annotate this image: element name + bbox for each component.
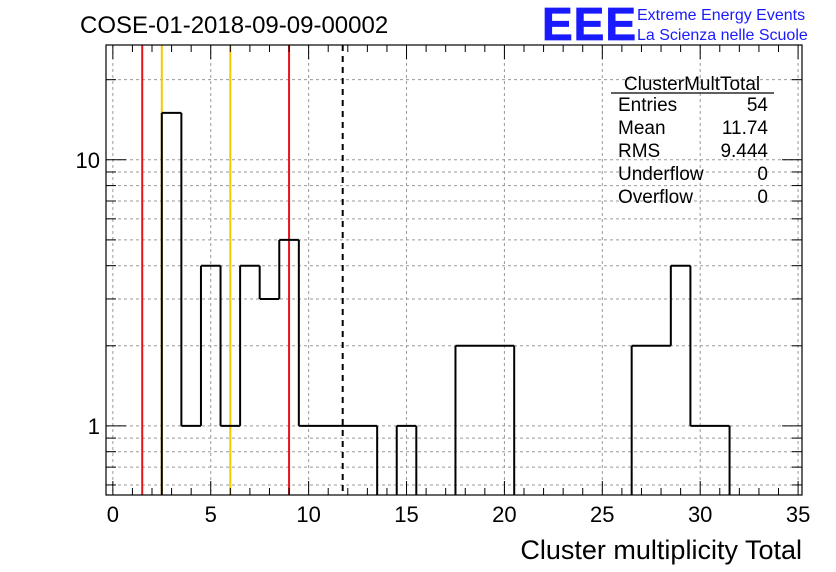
x-tick-label: 10 (296, 502, 320, 527)
stats-label-entries: Entries (618, 95, 677, 116)
stats-box: ClusterMultTotal Entries 54 Mean 11.74 R… (611, 74, 774, 208)
logo-line1: Extreme Energy Events (637, 7, 805, 24)
chart-title: COSE-01-2018-09-09-00002 (80, 12, 388, 39)
x-tick-label: 15 (394, 502, 418, 527)
histogram-bins (160, 111, 731, 495)
stats-value-overflow: 0 (757, 187, 768, 208)
x-tick-label: 0 (107, 502, 119, 527)
axis-ticks: 0 5 10 15 20 25 30 35 1 10 (76, 45, 810, 527)
stats-value-entries: 54 (747, 95, 769, 116)
x-axis-label: Cluster multiplicity Total (520, 535, 802, 565)
stats-label-underflow: Underflow (618, 164, 704, 185)
logo-line2: La Scienza nelle Scuole (637, 27, 808, 44)
x-tick-label: 35 (786, 502, 810, 527)
x-tick-label: 5 (205, 502, 217, 527)
stats-title: ClusterMultTotal (624, 74, 760, 95)
x-tick-label: 25 (590, 502, 614, 527)
plot-background (106, 45, 802, 495)
stats-label-mean: Mean (618, 118, 666, 139)
y-tick-label: 10 (76, 148, 100, 173)
eee-logo: EEE Extreme Energy Events La Scienza nel… (542, 0, 808, 50)
stats-value-underflow: 0 (757, 164, 768, 185)
stats-value-rms: 9.444 (720, 141, 768, 162)
y-tick-label: 1 (88, 414, 100, 439)
logo-mark: EEE (542, 0, 637, 50)
plot-frame (105, 44, 803, 496)
x-tick-label: 30 (688, 502, 712, 527)
stats-value-mean: 11.74 (722, 118, 769, 139)
x-tick-label: 20 (492, 502, 516, 527)
stats-label-overflow: Overflow (618, 187, 693, 208)
stats-label-rms: RMS (618, 141, 660, 162)
